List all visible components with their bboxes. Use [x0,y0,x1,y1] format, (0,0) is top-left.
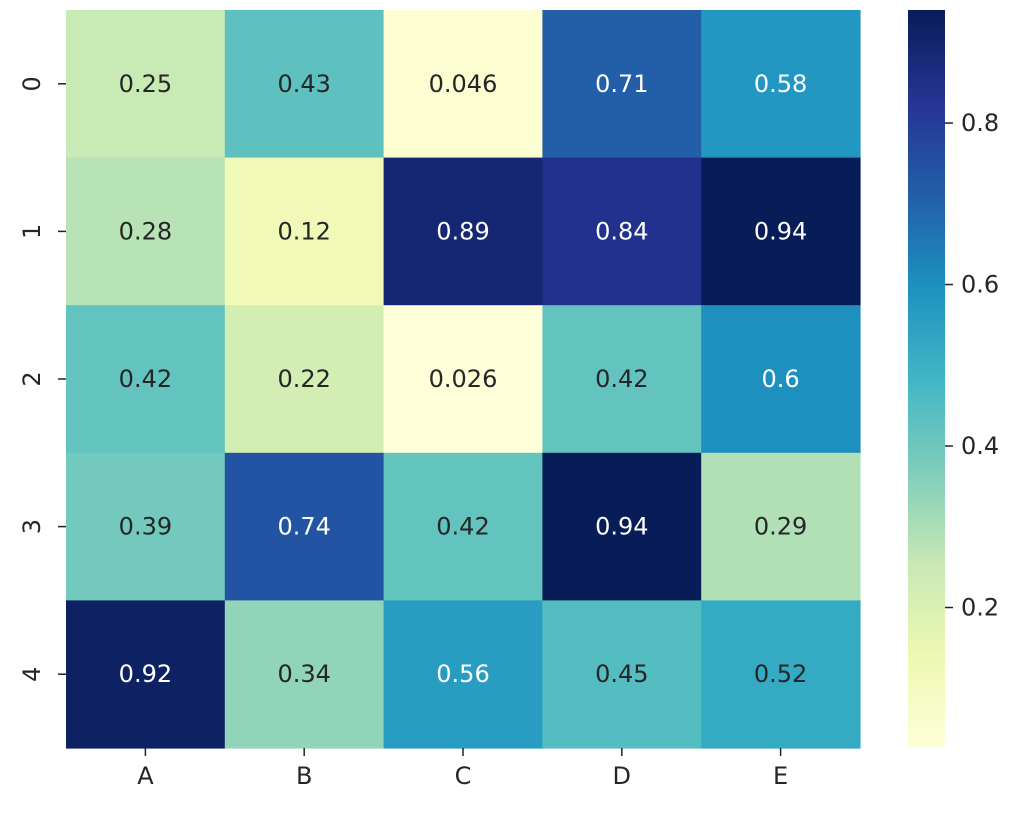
cell-label-4-E: 0.52 [754,660,807,688]
heatmap-cell-0-B [224,10,385,159]
cell-label-1-A: 0.28 [119,217,172,245]
heatmap-cell-1-D [542,157,702,306]
heatmap-cell-4-A [66,600,226,749]
cell-label-4-A: 0.92 [119,660,172,688]
cell-label-1-B: 0.12 [277,217,330,245]
heatmap-cell-1-A [66,157,226,306]
heatmap-cell-2-D [542,305,702,454]
y-tick-label-3: 3 [18,519,46,534]
heatmap-cell-3-C [383,452,543,601]
y-tick-label-4: 4 [18,667,46,682]
heatmap-cell-2-A [66,305,226,454]
cell-label-2-B: 0.22 [277,365,330,393]
cell-label-0-A: 0.25 [119,70,172,98]
heatmap-cell-1-C [383,157,543,306]
heatmap-cell-0-A [66,10,226,159]
colorbar-tick-label-0.8: 0.8 [961,109,999,137]
heatmap-cell-0-E [701,10,861,159]
heatmap-cell-2-C [383,305,543,454]
heatmap-cell-4-D [542,600,702,749]
x-tick-label-D: D [613,762,631,790]
cell-label-4-B: 0.34 [277,660,330,688]
heatmap-cell-2-B [224,305,385,454]
heatmap-cell-3-D [542,452,702,601]
heatmap-cell-1-E [701,157,861,306]
x-tick-label-B: B [296,762,312,790]
colorbar-tick-label-0.2: 0.2 [961,594,999,622]
cell-label-2-E: 0.6 [762,365,800,393]
cell-label-3-A: 0.39 [119,513,172,541]
x-tick-label-C: C [455,762,472,790]
cell-label-0-B: 0.43 [277,70,330,98]
colorbar-tick-label-0.6: 0.6 [961,271,999,299]
y-tick-label-2: 2 [18,371,46,386]
heatmap-cell-0-C [383,10,543,159]
cell-label-0-C: 0.046 [429,70,498,98]
heatmap-cell-3-A [66,452,226,601]
colorbar-tick-label-0.4: 0.4 [961,432,999,460]
heatmap-cell-1-B [224,157,385,306]
heatmap-cell-3-B [224,452,385,601]
heatmap-cell-0-D [542,10,702,159]
cell-label-0-D: 0.71 [595,70,648,98]
heatmap-cell-4-B [224,600,385,749]
cell-label-4-D: 0.45 [595,660,648,688]
heatmap-cell-4-C [383,600,543,749]
x-tick-label-A: A [137,762,154,790]
heatmap-cell-4-E [701,600,861,749]
y-tick-label-0: 0 [18,76,46,91]
cell-label-2-D: 0.42 [595,365,648,393]
cell-annotations: 0.25 0.43 0.046 0.71 0.58 0.28 0.12 0.89 0.84 0.9… [119,70,808,688]
y-axis: 0 1 2 3 4 [18,76,66,682]
colorbar: 0.2 0.4 0.6 0.8 [908,10,999,748]
cell-label-2-A: 0.42 [119,365,172,393]
cell-label-3-E: 0.29 [754,513,807,541]
y-tick-label-1: 1 [18,224,46,239]
cell-label-4-C: 0.56 [436,660,489,688]
colorbar-gradient [908,10,945,748]
heatmap-cells [66,10,861,749]
cell-label-0-E: 0.58 [754,70,807,98]
heatmap-cell-3-E [701,452,861,601]
cell-label-1-D: 0.84 [595,217,648,245]
cell-label-1-E: 0.94 [754,217,807,245]
cell-label-1-C: 0.89 [436,217,489,245]
cell-label-3-D: 0.94 [595,513,648,541]
x-tick-label-E: E [773,762,788,790]
x-axis: A B C D E [137,748,788,790]
cell-label-3-C: 0.42 [436,513,489,541]
heatmap-cell-2-E [701,305,861,454]
cell-label-2-C: 0.026 [429,365,498,393]
cell-label-3-B: 0.74 [277,513,330,541]
